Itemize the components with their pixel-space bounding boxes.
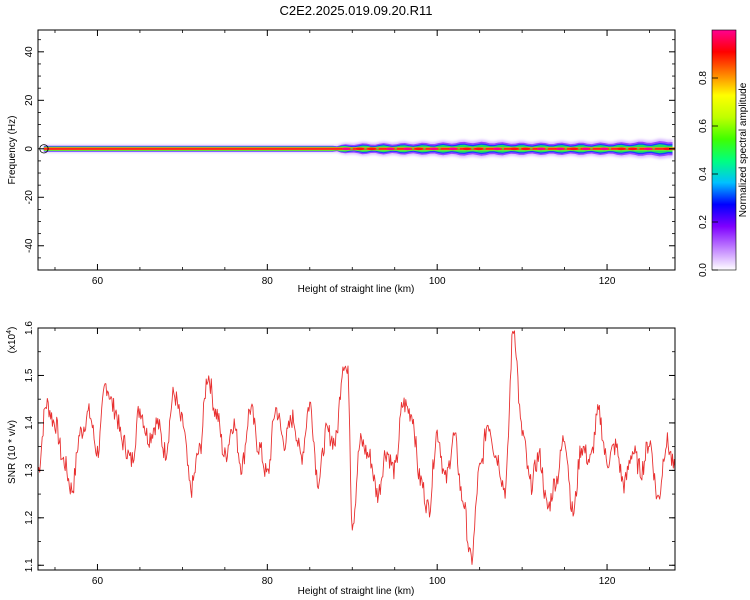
snr-y-tick-label: 1.5 [24,368,35,382]
spectrum-ridge-segment [414,147,423,151]
spectrogram-y-tick-label: 20 [24,94,35,106]
spectrogram-frame [37,29,676,271]
spectrum-ridge-gap [545,148,548,150]
spectrum-ridge-segment [617,147,626,151]
spectrogram-x-axis-label: Height of straight line (km) [298,284,415,295]
spectrogram-x-tick-label: 80 [262,276,274,287]
spectrum-ridge-gap [608,148,612,150]
spectrum-ridge-gap [350,148,353,150]
snr-series-line [38,330,675,565]
spectrum-ridge-gap [637,148,640,150]
colorbar-gradient [712,30,736,270]
spectrum-ridge-gap [457,148,460,150]
spectrogram-y-axis-label: Frequency (Hz) [7,116,18,185]
snr-y-tick-label: 1.4 [24,416,35,430]
spectrum-ridge-segment [569,147,578,151]
colorbar-tick-label: 0.6 [698,119,709,133]
snr-frame [37,327,676,571]
spectrum-ridge-segment [403,147,412,151]
spectrogram-y-tick-label: -20 [24,190,35,205]
spectrum-ridge-segment [581,147,590,151]
spectrum-ridge-segment [462,147,471,151]
spectrogram-y-tick-label: 0 [24,146,35,152]
snr-panel: 60 80 100 120 1.6 1.5 1.4 1.3 1.2 1.1 Height of … [6,321,676,597]
spectrogram-y-tick-label: 40 [24,46,35,58]
spectrum-ridge-segment [663,147,672,151]
snr-x-tick-label: 60 [92,576,104,587]
snr-y-tick-label: 1.6 [24,321,35,335]
spectrogram-y-tick-label: -40 [24,238,35,253]
snr-x-tick-label: 120 [599,576,616,587]
spectrogram-x-ticks: 60 80 100 120 [54,30,650,287]
colorbar-label: Normalized spectral amplitude [738,82,749,217]
spectrum-ridge-gap [578,148,581,150]
snr-y-tick-label: 1.1 [24,558,35,572]
spectrum-ridge-gap [590,148,593,150]
spectrum-ridge-gap [501,148,505,150]
spectrum-ridge-gap [394,148,397,150]
spectrum-ridge-segment [521,147,530,151]
snr-y-tick-label: 1.3 [24,463,35,477]
spectrum-ridge-gap [376,148,379,150]
spectrogram-x-tick-label: 100 [429,276,446,287]
spectrum-ridge-gap [423,148,426,150]
snr-x-tick-label: 80 [262,576,274,587]
snr-y-tick-label: 1.2 [24,510,35,524]
spectrum-ridge-segment [493,147,502,151]
spectrum-ridge-gap [438,148,441,150]
spectrum-ridge-segment [510,147,519,151]
spectrum-ridge-gap [530,148,533,150]
colorbar: 0.0 0.2 0.4 0.6 0.8 Normalized spectral ampl… [698,29,749,277]
snr-y-multiplier: (x104) [6,327,18,354]
snr-plot-area [38,330,675,565]
spectrum-ridge-segment [556,147,565,151]
spectrum-ridge-gap [364,148,367,150]
spectrogram-x-tick-label: 120 [599,276,616,287]
spectrum-ridge-segment [341,147,350,151]
spectrum-ridge-gap [411,148,415,150]
snr-multiplier-exponent: 4 [6,330,13,334]
spectrum-ridge-segment [600,147,609,151]
spectrogram-y-ticks: 40 20 0 -20 -40 [24,39,675,271]
spectrum-ridge-gap [471,148,474,150]
spectrum-ridge-segment [536,147,545,151]
spectrum-ridge-segment [429,147,438,151]
snr-x-tick-label: 100 [429,576,446,587]
spectrum-ridge-segment [386,147,395,151]
spectrum-ridge-gap [564,148,567,150]
spectrum-ridge-gap [483,148,486,150]
spectrum-ridge-segment [355,147,364,151]
spectrum-ridge-segment [628,147,637,151]
colorbar-tick-label: 0.0 [698,263,709,277]
snr-y-axis-label: SNR (10 * v/v) [7,420,18,484]
snr-x-ticks: 60 80 100 120 [54,328,650,587]
snr-x-axis-label: Height of straight line (km) [298,586,415,597]
figure-title: C2E2.2025.019.09.20.R11 [280,3,433,18]
colorbar-tick-label: 0.2 [698,215,709,229]
spectrum-ridge-gap [652,148,655,150]
spectrogram-x-tick-label: 60 [92,276,104,287]
colorbar-tick-label: 0.4 [698,167,709,181]
svg-text:(x104): (x104) [6,327,18,354]
spectrum-ridge-gap [625,148,629,150]
snr-multiplier-base: (x10 [7,333,18,353]
spectrum-ridge-segment [367,147,376,151]
spectrogram-plot-area [39,138,675,159]
colorbar-ticks: 0.0 0.2 0.4 0.6 0.8 [698,71,718,277]
spectrum-ridge-segment [474,147,483,151]
colorbar-frame [711,29,737,271]
spectrum-ridge-gap [518,148,522,150]
spectrogram-panel: 60 80 100 120 40 20 0 -20 -40 Height of straigh… [7,29,676,295]
spectrum-ridge-segment [643,147,652,151]
colorbar-tick-label: 0.8 [698,71,709,85]
spectrum-ridge-segment [449,147,458,151]
snr-y-ticks: 1.6 1.5 1.4 1.3 1.2 1.1 [24,321,675,572]
